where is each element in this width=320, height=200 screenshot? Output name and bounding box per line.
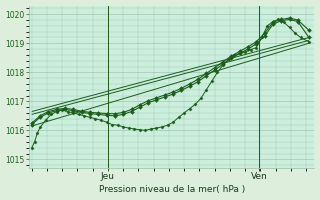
X-axis label: Pression niveau de la mer( hPa ): Pression niveau de la mer( hPa ) — [99, 185, 245, 194]
